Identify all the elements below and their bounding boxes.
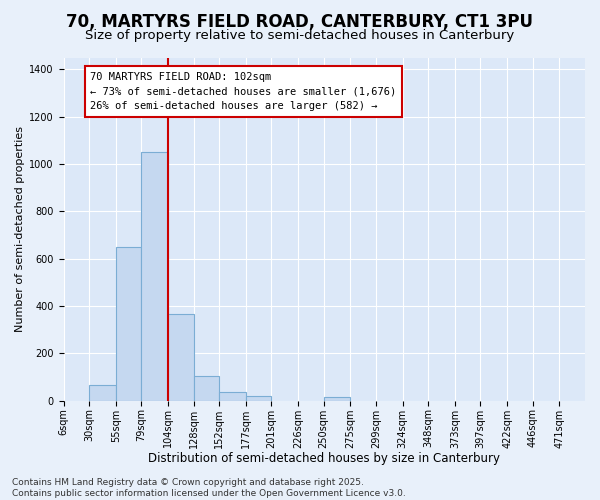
Y-axis label: Number of semi-detached properties: Number of semi-detached properties: [15, 126, 25, 332]
Bar: [219, 392, 246, 400]
Bar: [116, 247, 142, 400]
Bar: [89, 386, 116, 400]
Bar: [324, 397, 350, 400]
Text: Size of property relative to semi-detached houses in Canterbury: Size of property relative to semi-detach…: [85, 29, 515, 42]
Bar: [194, 376, 219, 400]
X-axis label: Distribution of semi-detached houses by size in Canterbury: Distribution of semi-detached houses by …: [148, 452, 500, 465]
Bar: [246, 396, 271, 400]
Text: 70, MARTYRS FIELD ROAD, CANTERBURY, CT1 3PU: 70, MARTYRS FIELD ROAD, CANTERBURY, CT1 …: [67, 12, 533, 30]
Bar: [168, 314, 194, 400]
Text: 70 MARTYRS FIELD ROAD: 102sqm
← 73% of semi-detached houses are smaller (1,676)
: 70 MARTYRS FIELD ROAD: 102sqm ← 73% of s…: [90, 72, 397, 112]
Text: Contains HM Land Registry data © Crown copyright and database right 2025.
Contai: Contains HM Land Registry data © Crown c…: [12, 478, 406, 498]
Bar: [142, 152, 168, 400]
